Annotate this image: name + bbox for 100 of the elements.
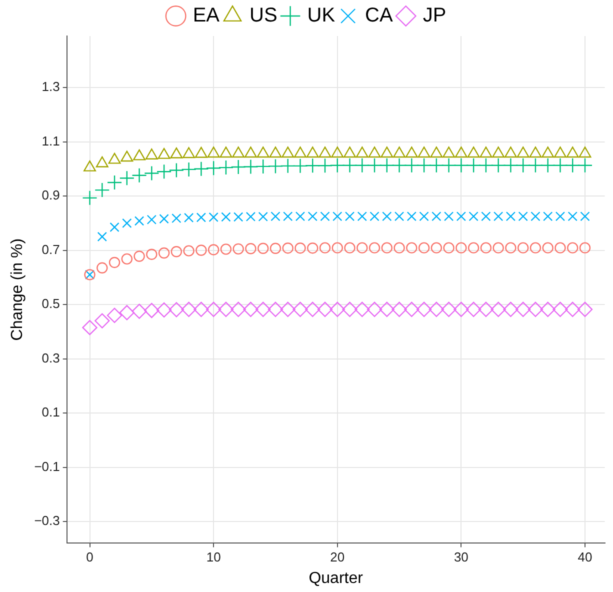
point xyxy=(394,212,404,222)
point xyxy=(580,212,590,222)
point xyxy=(317,158,333,174)
y-tick-label: 0.5 xyxy=(42,296,60,312)
point xyxy=(416,158,432,173)
point xyxy=(418,242,430,254)
point xyxy=(366,158,382,173)
legend-label: US xyxy=(249,4,278,27)
point xyxy=(268,302,284,317)
point xyxy=(158,148,170,159)
point xyxy=(516,146,530,158)
point xyxy=(552,302,568,317)
legend-label: UK xyxy=(307,4,336,27)
point xyxy=(554,242,566,254)
point xyxy=(478,158,494,173)
point xyxy=(294,146,306,158)
point xyxy=(132,168,147,184)
point xyxy=(270,242,282,254)
point xyxy=(566,146,579,158)
point xyxy=(492,146,505,158)
point xyxy=(466,158,482,173)
point xyxy=(454,146,468,158)
point xyxy=(480,146,492,158)
point xyxy=(381,242,392,254)
point xyxy=(144,302,160,318)
point xyxy=(245,243,256,254)
point xyxy=(269,146,282,158)
point xyxy=(220,244,232,255)
point xyxy=(320,212,330,222)
legend-label: EA xyxy=(192,4,220,27)
point xyxy=(181,162,196,178)
point xyxy=(256,146,270,158)
point xyxy=(441,302,456,317)
point xyxy=(306,146,319,158)
point xyxy=(517,242,529,254)
point xyxy=(529,146,542,158)
point xyxy=(282,146,294,158)
point xyxy=(119,305,135,320)
point xyxy=(418,146,430,158)
point xyxy=(84,160,96,172)
point xyxy=(456,242,467,254)
point xyxy=(233,212,244,222)
point xyxy=(307,242,318,254)
point xyxy=(332,212,342,222)
y-tick-label: 1.1 xyxy=(42,133,60,148)
point xyxy=(183,245,194,256)
point xyxy=(168,302,184,318)
point xyxy=(232,243,244,255)
point xyxy=(243,159,258,174)
point xyxy=(292,302,308,317)
point xyxy=(220,146,232,158)
point xyxy=(145,148,158,160)
point xyxy=(96,262,108,274)
point xyxy=(156,302,172,318)
point xyxy=(430,146,443,158)
point xyxy=(530,242,542,254)
point xyxy=(456,212,466,222)
point xyxy=(468,242,480,254)
y-axis-title: Change (in %) xyxy=(9,238,26,341)
point xyxy=(308,212,318,222)
point xyxy=(530,212,540,222)
y-tick-label: −0.3 xyxy=(34,513,60,528)
point xyxy=(406,212,417,222)
point xyxy=(330,158,345,173)
point xyxy=(218,302,234,317)
point xyxy=(159,214,169,224)
point xyxy=(342,158,358,173)
point xyxy=(404,302,420,317)
point xyxy=(493,212,504,222)
point xyxy=(528,302,544,317)
point xyxy=(454,158,469,173)
point xyxy=(218,160,234,176)
point xyxy=(481,212,491,222)
x-tick-label: 10 xyxy=(206,550,221,565)
point xyxy=(540,158,556,173)
point xyxy=(405,146,418,158)
point xyxy=(393,146,406,158)
point xyxy=(444,212,454,222)
point xyxy=(255,158,271,174)
point xyxy=(379,302,394,317)
point xyxy=(244,146,257,158)
point xyxy=(258,212,268,222)
point xyxy=(122,218,132,228)
point xyxy=(132,304,147,319)
point xyxy=(515,158,531,173)
point xyxy=(356,242,368,254)
x-tick-label: 40 xyxy=(578,550,592,565)
point xyxy=(578,146,592,158)
point xyxy=(432,212,442,222)
point xyxy=(305,158,320,174)
point xyxy=(268,158,284,174)
point xyxy=(97,232,107,242)
point xyxy=(170,246,182,258)
point xyxy=(230,302,246,317)
point xyxy=(330,302,345,317)
point xyxy=(319,242,331,254)
point xyxy=(246,212,256,222)
x-tick-label: 30 xyxy=(454,550,468,565)
point xyxy=(344,212,355,222)
point xyxy=(282,242,294,254)
